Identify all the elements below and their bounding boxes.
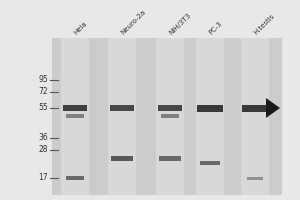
Bar	[111, 156, 133, 160]
Text: NIH/3T3: NIH/3T3	[168, 12, 192, 36]
Bar	[66, 114, 84, 118]
Bar	[161, 114, 179, 118]
Text: 28: 28	[38, 146, 48, 154]
Text: 36: 36	[38, 134, 48, 142]
Bar	[242, 104, 268, 112]
Bar	[61, 38, 89, 195]
Bar	[158, 105, 182, 111]
Text: 17: 17	[38, 173, 48, 182]
Bar	[110, 105, 134, 111]
Text: Neuro-2a: Neuro-2a	[120, 9, 147, 36]
Text: 72: 72	[38, 88, 48, 97]
Bar	[197, 104, 223, 112]
Bar	[52, 38, 282, 195]
Bar	[159, 156, 181, 160]
Bar	[63, 105, 87, 111]
Text: 55: 55	[38, 104, 48, 112]
Text: 95: 95	[38, 75, 48, 84]
Bar	[200, 161, 220, 165]
Bar	[156, 38, 184, 195]
Bar	[108, 38, 136, 195]
Text: H.testis: H.testis	[253, 13, 276, 36]
Polygon shape	[266, 98, 280, 118]
Bar	[196, 38, 224, 195]
Bar	[241, 38, 269, 195]
Text: PC-3: PC-3	[208, 21, 223, 36]
Bar	[247, 176, 263, 180]
Text: Hela: Hela	[73, 21, 88, 36]
Bar	[66, 176, 84, 180]
